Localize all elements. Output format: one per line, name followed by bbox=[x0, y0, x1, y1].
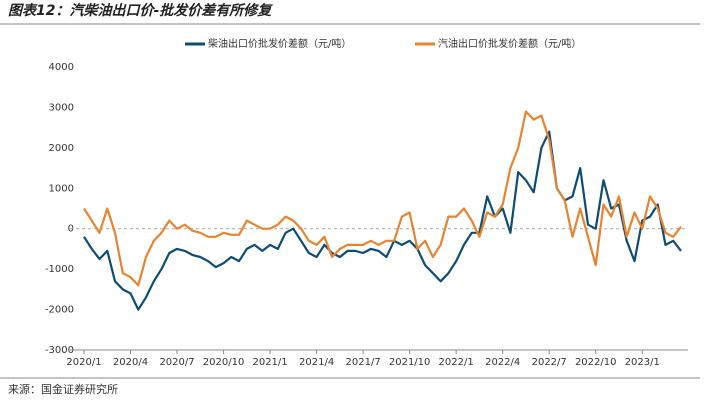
y-tick-label: 2000 bbox=[49, 143, 74, 154]
y-tick-label: -2000 bbox=[45, 305, 74, 316]
x-tick-label: 2021/10 bbox=[389, 357, 431, 368]
y-tick-label: 4000 bbox=[49, 62, 74, 73]
x-tick-label: 2020/4 bbox=[113, 357, 148, 368]
x-tick-label: 2023/1 bbox=[625, 357, 660, 368]
legend-label: 汽油出口价批发价差额（元/吨） bbox=[438, 37, 581, 50]
x-tick-label: 2021/4 bbox=[299, 357, 334, 368]
x-tick-label: 2022/10 bbox=[575, 357, 617, 368]
x-tick-label: 2020/10 bbox=[203, 357, 245, 368]
source: 来源：国金证券研究所 bbox=[8, 382, 118, 396]
x-tick-label: 2022/1 bbox=[439, 357, 474, 368]
series-line bbox=[83, 110, 682, 287]
x-tick-label: 2022/7 bbox=[532, 357, 567, 368]
x-tick-label: 2020/1 bbox=[66, 357, 101, 368]
series-line bbox=[83, 130, 682, 311]
x-tick-label: 2021/1 bbox=[252, 357, 287, 368]
x-tick-label: 2021/7 bbox=[346, 357, 381, 368]
legend-label: 柴油出口价批发价差额（元/吨） bbox=[208, 37, 351, 50]
y-tick-label: 3000 bbox=[49, 102, 74, 113]
y-tick-label: -1000 bbox=[45, 264, 74, 275]
y-tick-label: -3000 bbox=[45, 345, 74, 356]
x-tick-label: 2022/4 bbox=[485, 357, 520, 368]
x-tick-label: 2020/7 bbox=[159, 357, 194, 368]
chart-title: 图表12：汽柴油出口价-批发价差有所修复 bbox=[8, 2, 273, 19]
y-tick-label: 1000 bbox=[49, 183, 74, 194]
